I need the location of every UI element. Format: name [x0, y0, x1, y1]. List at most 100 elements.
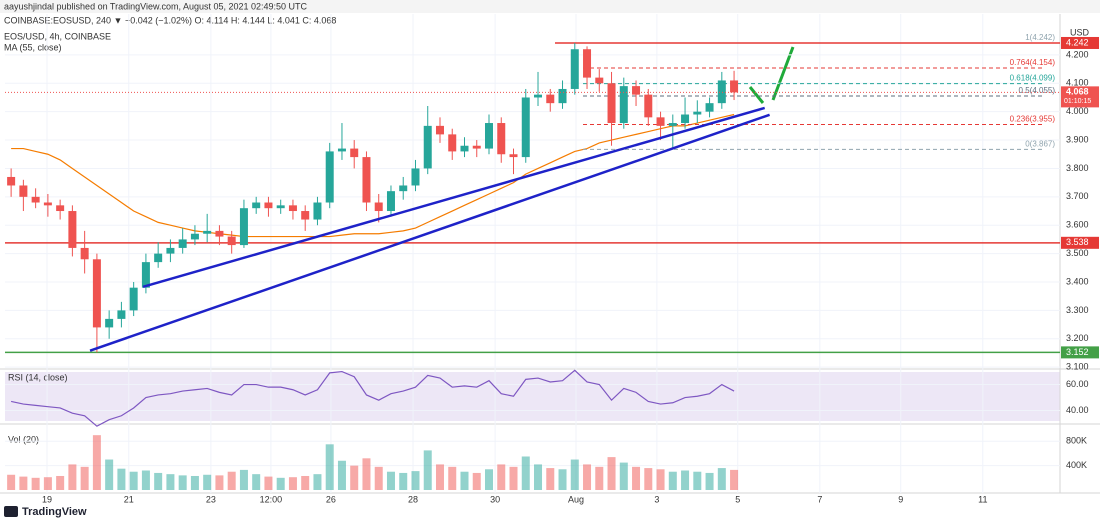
volume-bar [166, 474, 175, 490]
y-tick-label: 400K [1066, 460, 1087, 470]
volume-bar [546, 468, 555, 490]
volume-bar [497, 464, 506, 490]
volume-bar [227, 471, 236, 490]
candle-body [460, 145, 469, 152]
candle-body [19, 185, 28, 197]
y-tick-label: 3.900 [1066, 134, 1089, 144]
candle-body [337, 148, 346, 152]
y-tick-label: 60.00 [1066, 379, 1089, 389]
candle-body [141, 262, 150, 288]
candle-body [485, 123, 494, 149]
candle-body [31, 196, 40, 203]
volume-bar [693, 471, 702, 490]
volume-bar [534, 464, 543, 490]
x-tick-label: 5 [735, 494, 740, 504]
candle-body [68, 211, 77, 248]
y-tick-label: 3.100 [1066, 362, 1089, 372]
candle-body [313, 202, 322, 220]
volume-bar [435, 464, 444, 490]
vol-title: Vol (20) [8, 434, 39, 444]
candle-body [288, 205, 297, 212]
volume-bar [411, 471, 420, 490]
volume-bar [141, 470, 150, 490]
volume-bar [288, 477, 297, 490]
candle-body [203, 230, 212, 234]
candle-body [619, 86, 628, 124]
y-tick-label: 3.800 [1066, 163, 1089, 173]
candle-body [681, 114, 690, 124]
candle-body [92, 259, 101, 328]
x-tick-label: 12:00 [260, 494, 283, 504]
candle-body [472, 145, 481, 149]
candle-body [411, 168, 420, 186]
candle-body [154, 253, 163, 263]
fib-label: 0.236(3.955) [1010, 115, 1056, 124]
volume-bar [656, 469, 665, 490]
candle-body [497, 123, 506, 155]
volume-bar [583, 464, 592, 490]
candle-body [166, 247, 175, 254]
volume-bar [386, 471, 395, 490]
volume-bar [448, 466, 457, 490]
fib-label: 0.618(4.099) [1010, 74, 1056, 83]
volume-bar [460, 471, 469, 490]
volume-bar [19, 476, 28, 490]
trendline [142, 106, 766, 289]
candle-body [190, 233, 199, 240]
volume-bar [264, 476, 273, 490]
price-tag [1061, 346, 1099, 359]
volume-bar [31, 477, 40, 490]
rsi-title: RSI (14, close) [8, 372, 68, 382]
candle-body [595, 77, 604, 84]
candle-body [656, 117, 665, 126]
x-tick-label: 11 [978, 494, 987, 504]
volume-bar [129, 471, 138, 490]
volume-bar [301, 475, 310, 490]
volume-bar [472, 472, 481, 490]
volume-bar [681, 470, 690, 490]
volume-bar [644, 468, 653, 490]
volume-bar [423, 450, 432, 490]
x-tick-label: 23 [206, 494, 216, 504]
volume-bar [399, 472, 408, 490]
x-tick-label: 9 [898, 494, 903, 504]
price-tag-label: 3.538 [1066, 237, 1089, 247]
volume-bar [215, 475, 224, 490]
volume-bar [7, 474, 16, 490]
volume-bar [632, 466, 641, 490]
trendline [89, 113, 771, 352]
price-tag-label: 3.152 [1066, 347, 1089, 357]
candle-body [570, 49, 579, 89]
y-tick-label: 4.200 [1066, 49, 1089, 59]
top-bar [0, 0, 1100, 13]
x-tick-label: 21 [124, 494, 134, 504]
candle-body [717, 80, 726, 104]
y-tick-label: 800K [1066, 436, 1087, 446]
candle-body [521, 97, 530, 158]
candle-body [730, 80, 739, 93]
volume-bar [509, 466, 518, 490]
last-price-label: 4.068 [1066, 87, 1089, 97]
y-tick-label: 4.100 [1066, 78, 1089, 88]
candle-body [423, 125, 432, 169]
volume-bar [239, 469, 248, 490]
candle-body [215, 230, 224, 237]
price-tag [1061, 236, 1099, 249]
publisher: aayushjindal published on TradingView.co… [4, 1, 308, 11]
candle-body [7, 176, 16, 186]
volume-bar [374, 466, 383, 490]
arrow-up [771, 46, 795, 101]
volume-bar [521, 456, 530, 490]
x-tick-label: 19 [42, 494, 52, 504]
volume-bar [362, 458, 371, 490]
volume-bar [203, 474, 212, 490]
volume-bar [154, 472, 163, 490]
volume-bar [485, 469, 494, 490]
arrow-down [748, 86, 765, 104]
candle-body [435, 125, 444, 135]
x-tick-label: 3 [654, 494, 659, 504]
volume-bar [252, 474, 261, 490]
volume-bar [313, 474, 322, 490]
y-tick-label: 3.400 [1066, 276, 1089, 286]
